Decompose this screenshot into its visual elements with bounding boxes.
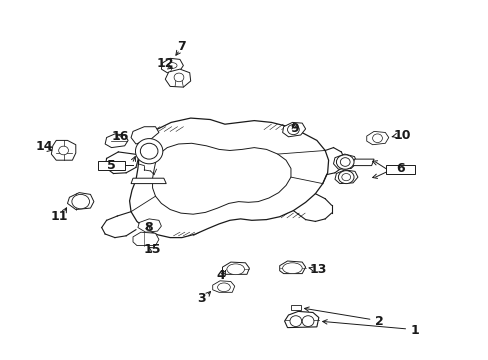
Text: 9: 9 bbox=[289, 122, 298, 135]
Polygon shape bbox=[351, 159, 373, 166]
Polygon shape bbox=[284, 311, 318, 328]
Text: 10: 10 bbox=[392, 129, 410, 141]
Text: 15: 15 bbox=[143, 243, 161, 256]
Polygon shape bbox=[212, 281, 234, 292]
Polygon shape bbox=[133, 232, 159, 246]
Polygon shape bbox=[333, 154, 356, 169]
Ellipse shape bbox=[289, 316, 301, 327]
Ellipse shape bbox=[372, 134, 382, 143]
Text: 14: 14 bbox=[35, 140, 53, 153]
Text: 2: 2 bbox=[374, 315, 383, 328]
Ellipse shape bbox=[287, 125, 299, 135]
Text: 13: 13 bbox=[308, 263, 326, 276]
Polygon shape bbox=[105, 134, 128, 148]
Ellipse shape bbox=[217, 283, 230, 292]
Text: 5: 5 bbox=[107, 159, 115, 172]
Ellipse shape bbox=[140, 143, 158, 159]
Polygon shape bbox=[152, 143, 290, 214]
Polygon shape bbox=[51, 140, 76, 160]
Text: 16: 16 bbox=[111, 130, 128, 143]
Polygon shape bbox=[279, 261, 305, 274]
Text: 11: 11 bbox=[51, 210, 68, 222]
Polygon shape bbox=[282, 122, 305, 137]
Ellipse shape bbox=[226, 264, 244, 275]
Polygon shape bbox=[138, 219, 161, 232]
Ellipse shape bbox=[336, 155, 353, 169]
Ellipse shape bbox=[59, 146, 68, 155]
Ellipse shape bbox=[340, 158, 349, 166]
Polygon shape bbox=[222, 262, 249, 274]
Ellipse shape bbox=[72, 194, 89, 209]
Text: 6: 6 bbox=[395, 162, 404, 175]
Text: 4: 4 bbox=[216, 269, 225, 282]
Bar bbox=[290, 305, 300, 310]
Bar bbox=[386, 165, 414, 174]
Ellipse shape bbox=[167, 63, 177, 68]
Ellipse shape bbox=[174, 73, 183, 82]
Text: 1: 1 bbox=[409, 324, 418, 337]
Polygon shape bbox=[165, 69, 190, 87]
Ellipse shape bbox=[302, 316, 313, 327]
Ellipse shape bbox=[341, 174, 350, 181]
Ellipse shape bbox=[135, 139, 163, 164]
Ellipse shape bbox=[338, 171, 353, 184]
Polygon shape bbox=[366, 131, 388, 145]
Polygon shape bbox=[131, 178, 166, 184]
Polygon shape bbox=[161, 58, 183, 73]
Text: 7: 7 bbox=[177, 40, 186, 53]
Ellipse shape bbox=[282, 263, 302, 274]
Text: 3: 3 bbox=[197, 292, 206, 305]
Polygon shape bbox=[334, 170, 357, 184]
Polygon shape bbox=[67, 193, 94, 210]
Polygon shape bbox=[129, 118, 328, 238]
Bar bbox=[98, 161, 124, 170]
Text: 12: 12 bbox=[156, 57, 174, 69]
Text: 8: 8 bbox=[144, 221, 153, 234]
Polygon shape bbox=[131, 127, 159, 144]
